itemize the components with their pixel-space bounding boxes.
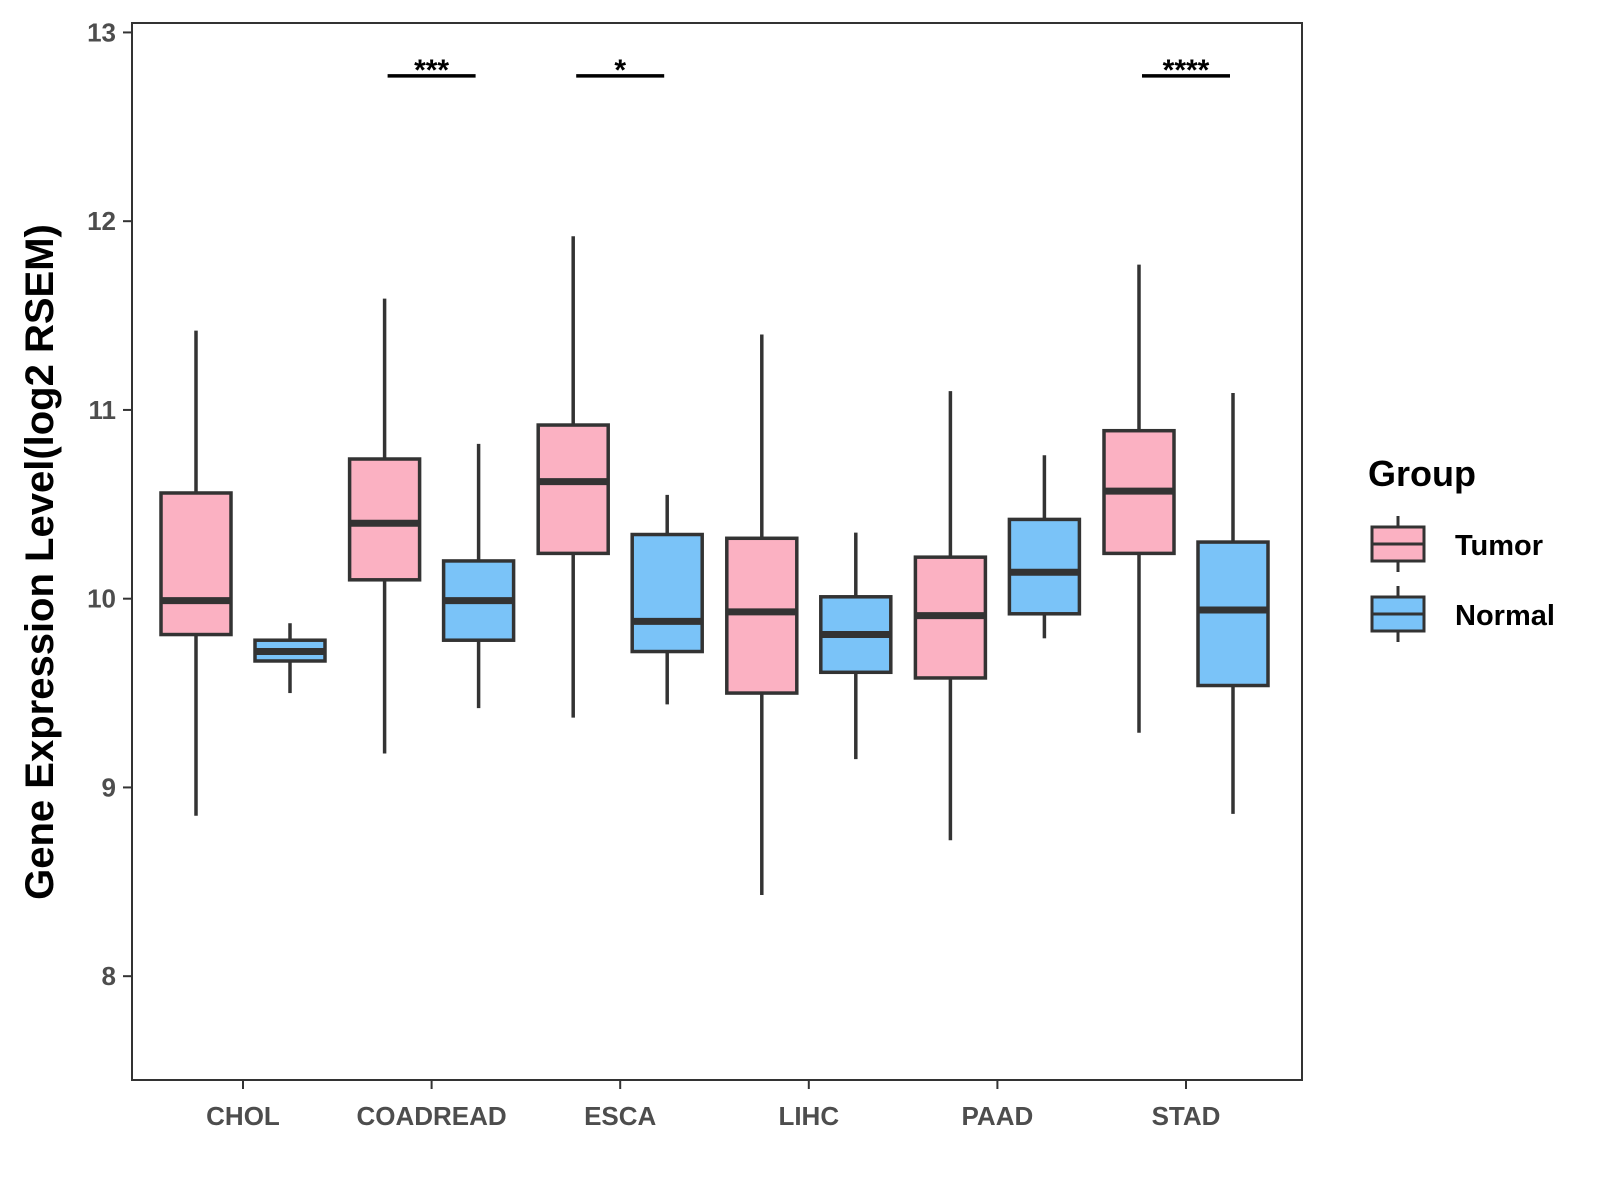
- x-tick-label: COADREAD: [356, 1101, 506, 1131]
- legend-label: Tumor: [1455, 530, 1543, 562]
- y-axis-title: Gene Expression Level(log2 RSEM): [18, 224, 62, 900]
- significance-label: ***: [414, 54, 449, 87]
- box-tumor-stad: [1102, 264, 1176, 733]
- legend-label: Normal: [1455, 600, 1555, 632]
- y-tick-label: 10: [87, 584, 116, 614]
- boxes: [159, 236, 1270, 896]
- y-tick-label: 8: [102, 961, 116, 991]
- x-tick-label: STAD: [1152, 1101, 1221, 1131]
- x-tick-label: LIHC: [778, 1101, 839, 1131]
- x-axis: CHOL COADREAD ESCA LIHC PAAD STAD: [206, 1080, 1220, 1131]
- y-axis: 8 9 10 11 12 13: [87, 17, 132, 991]
- box-normal-esca: [630, 494, 704, 705]
- box-iqr: [725, 536, 799, 695]
- box-iqr: [347, 457, 422, 582]
- significance-annotations: *** * ****: [387, 54, 1230, 87]
- box-iqr: [630, 532, 704, 654]
- plot-panel-border: [131, 22, 1303, 1081]
- significance-label: *: [614, 54, 626, 87]
- legend: Group Tumor Normal: [1368, 453, 1555, 642]
- box-tumor-esca: [536, 236, 610, 718]
- x-tick-label: CHOL: [206, 1101, 280, 1131]
- x-tick-label: ESCA: [584, 1101, 656, 1131]
- legend-item-tumor: Tumor: [1370, 516, 1543, 572]
- box-iqr: [1007, 517, 1082, 616]
- box-iqr: [1196, 540, 1270, 688]
- y-tick-label: 12: [87, 206, 116, 236]
- box-tumor-chol: [159, 330, 233, 816]
- box-iqr: [159, 491, 233, 637]
- box-iqr: [536, 423, 610, 556]
- legend-item-normal: Normal: [1370, 586, 1555, 642]
- box-normal-paad: [1007, 455, 1082, 639]
- y-tick-label: 13: [87, 17, 116, 47]
- y-tick-label: 11: [89, 395, 117, 425]
- significance-label: ****: [1163, 54, 1210, 87]
- box-tumor-coadread: [347, 298, 422, 754]
- y-tick-label: 9: [102, 772, 116, 802]
- box-tumor-lihc: [725, 334, 799, 896]
- box-tumor-paad: [913, 391, 988, 841]
- x-tick-label: PAAD: [962, 1101, 1034, 1131]
- box-normal-coadread: [441, 443, 516, 709]
- box-normal-lihc: [819, 532, 893, 760]
- legend-title: Group: [1368, 453, 1476, 494]
- box-normal-stad: [1196, 392, 1270, 814]
- box-normal-chol: [253, 623, 327, 694]
